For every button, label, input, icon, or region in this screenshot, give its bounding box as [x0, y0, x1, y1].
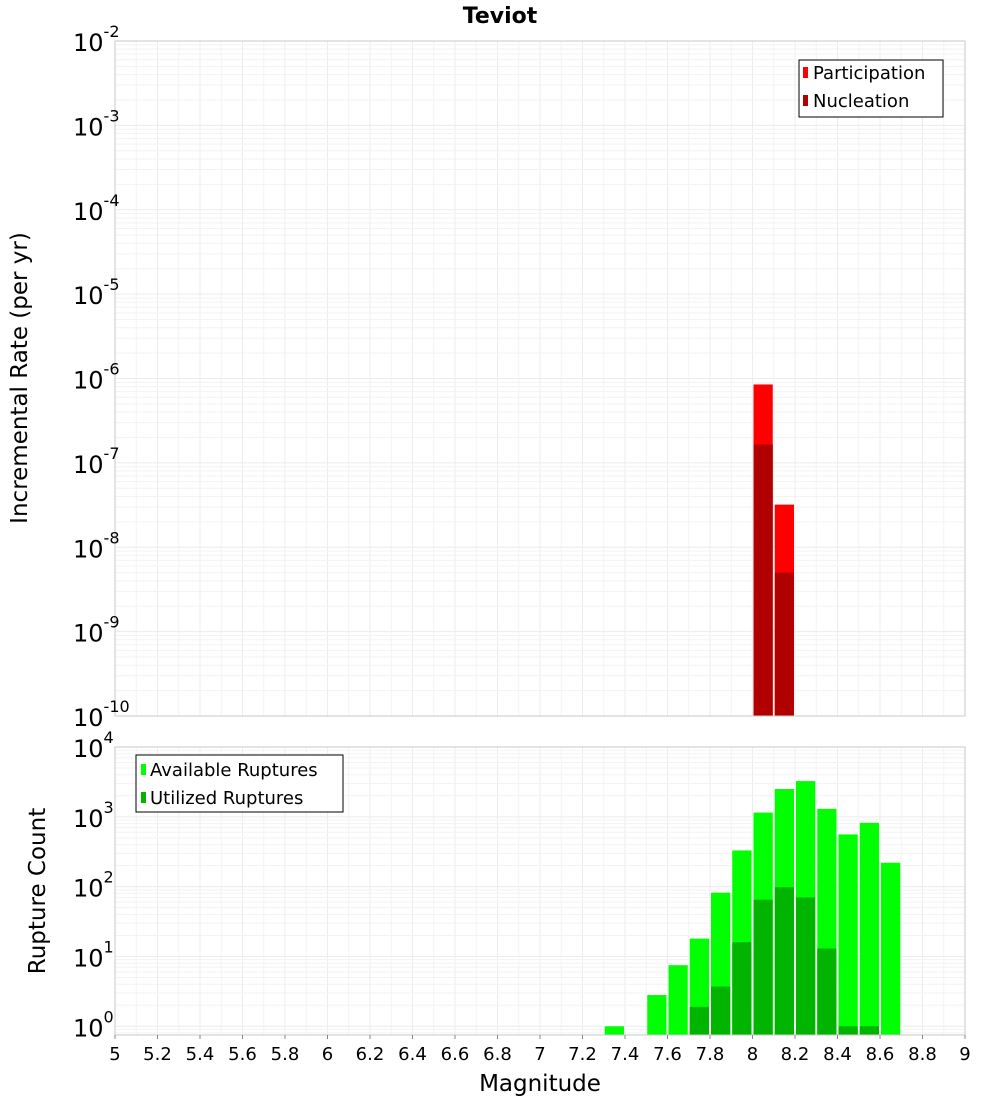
bar-nucleation: [753, 444, 773, 716]
top-y-ticks: 10-2 10-3 10-4 10-5 10-6 10-7 10-8 10-9 10-10: [73, 22, 130, 732]
y-tick-label: 10-6: [73, 360, 120, 395]
bar-utilized-ruptures: [838, 1026, 858, 1035]
x-tick-label: 6.8: [483, 1044, 512, 1065]
x-tick-label: 5.4: [186, 1044, 215, 1065]
x-axis-title: Magnitude: [479, 1071, 601, 1097]
x-tick-label: 7: [534, 1044, 545, 1065]
x-tick-label: 6.4: [398, 1044, 427, 1065]
x-tick-label: 5.6: [228, 1044, 257, 1065]
top-bars: [753, 384, 794, 716]
x-tick-label: 8: [747, 1044, 758, 1065]
y-tick-label: 100: [73, 1007, 114, 1042]
top-panel: 10-2 10-3 10-4 10-5 10-6 10-7 10-8 10-9 10-10 In…: [7, 22, 966, 732]
legend-swatch-available-ruptures: [141, 764, 146, 775]
legend-swatch-nucleation: [803, 95, 808, 106]
y-tick-label: 10-7: [73, 444, 120, 479]
bar-utilized-ruptures: [711, 986, 731, 1035]
legend-label-participation: Participation: [813, 63, 925, 84]
top-legend-box: [798, 59, 944, 118]
x-tick-label: 5.8: [271, 1044, 300, 1065]
bar-available-ruptures: [647, 995, 667, 1035]
y-tick-label: 10-8: [73, 528, 120, 563]
x-tick-label: 8.6: [866, 1044, 895, 1065]
y-tick-label: 10-2: [73, 22, 120, 57]
y-tick-label: 10-3: [73, 106, 120, 141]
bottom-panel: 104 103 102 101 100 5 5.2 5.4 5.6 5.8 6 6.2 6.4 6.6 6…: [25, 728, 971, 1097]
legend-swatch-participation: [803, 67, 808, 78]
top-plot-border: [114, 40, 966, 717]
bar-utilized-ruptures: [753, 899, 773, 1035]
bar-nucleation: [774, 572, 794, 716]
x-tick-label: 7.6: [653, 1044, 682, 1065]
x-tick-label: 8.8: [908, 1044, 937, 1065]
x-tick-label: 6.2: [356, 1044, 385, 1065]
bottom-bars: [604, 781, 901, 1035]
top-legend: Participation Nucleation: [798, 59, 944, 118]
bar-utilized-ruptures: [859, 1026, 879, 1035]
legend-label-utilized-ruptures: Utilized Ruptures: [150, 788, 303, 809]
y-tick-label: 10-10: [73, 697, 130, 732]
y-tick-label: 101: [73, 937, 114, 972]
y-tick-label: 10-5: [73, 275, 120, 310]
bottom-legend: Available Ruptures Utilized Ruptures: [135, 754, 344, 813]
legend-label-nucleation: Nucleation: [813, 91, 909, 112]
x-tick-label: 6: [322, 1044, 333, 1065]
top-grid: [115, 41, 965, 716]
x-tick-label: 5: [109, 1044, 120, 1065]
top-y-axis-title: Incremental Rate (per yr): [7, 232, 33, 524]
x-tick-label: 8.4: [823, 1044, 852, 1065]
bottom-y-ticks: 104 103 102 101 100: [73, 728, 114, 1042]
bar-utilized-ruptures: [817, 948, 837, 1035]
x-tick-label: 7.8: [696, 1044, 725, 1065]
y-tick-label: 104: [73, 728, 114, 763]
chart-title: Teviot: [463, 4, 538, 29]
y-tick-label: 103: [73, 798, 114, 833]
y-tick-label: 10-9: [73, 613, 120, 648]
x-tick-label: 7.4: [611, 1044, 640, 1065]
bar-available-ruptures: [604, 1026, 624, 1035]
bar-utilized-ruptures: [732, 942, 752, 1035]
x-ticks: 5 5.2 5.4 5.6 5.8 6 6.2 6.4 6.6 6.8 7 7.2 7.4 7.6 7.8 8…: [109, 1035, 971, 1065]
y-tick-label: 10-4: [73, 191, 120, 226]
bar-utilized-ruptures: [796, 897, 816, 1035]
x-tick-label: 7.2: [568, 1044, 597, 1065]
bar-available-ruptures: [838, 834, 858, 1035]
legend-label-available-ruptures: Available Ruptures: [150, 760, 318, 781]
x-tick-label: 9: [959, 1044, 970, 1065]
x-tick-label: 8.2: [781, 1044, 810, 1065]
bar-utilized-ruptures: [689, 1006, 709, 1035]
legend-swatch-utilized-ruptures: [141, 792, 146, 803]
bottom-legend-box: [135, 754, 344, 813]
bar-available-ruptures: [881, 862, 901, 1035]
bar-available-ruptures: [859, 822, 879, 1035]
y-tick-label: 102: [73, 868, 114, 903]
x-tick-label: 6.6: [441, 1044, 470, 1065]
bar-available-ruptures: [668, 965, 688, 1035]
x-tick-label: 5.2: [143, 1044, 172, 1065]
bottom-y-axis-title: Rupture Count: [25, 808, 51, 974]
bar-utilized-ruptures: [774, 887, 794, 1035]
